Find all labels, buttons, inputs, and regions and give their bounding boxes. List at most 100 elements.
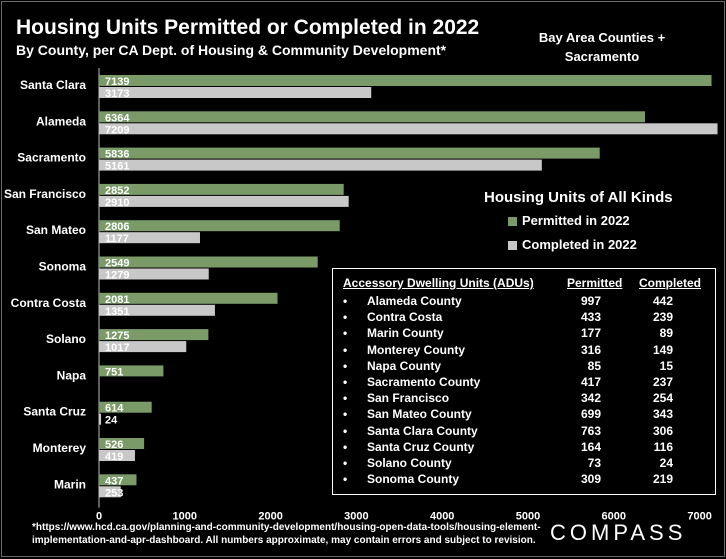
- completed-value-san-mateo: 1177: [105, 233, 129, 245]
- permitted-value-alameda: 6364: [105, 112, 130, 124]
- adu-row: • Contra Costa 433 239: [333, 310, 715, 326]
- completed-value-santa-clara: 3173: [105, 88, 129, 100]
- region-line-1: Bay Area Counties +: [538, 30, 666, 45]
- legend-label-completed: Completed in 2022: [522, 237, 637, 252]
- chart-subtitle: By County, per CA Dept. of Housing & Com…: [16, 42, 447, 58]
- adu-bullet: •: [343, 472, 348, 487]
- adu-county: Monterey County: [367, 342, 466, 357]
- x-tick-0: 0: [96, 511, 102, 522]
- category-label-marin: Marin: [54, 477, 86, 491]
- adu-completed: 254: [652, 391, 673, 406]
- legend-title: Housing Units of All Kinds: [484, 189, 673, 206]
- adu-permitted: 85: [587, 358, 601, 373]
- permitted-bar-marin: [99, 474, 137, 486]
- adu-completed: 442: [652, 294, 673, 308]
- adu-row: • Monterey County 316 149: [333, 343, 715, 359]
- footnote-line-2: implementation-and-apr-dashboard. All nu…: [32, 535, 536, 546]
- adu-bullet: •: [343, 439, 348, 454]
- adu-row: • Solano County 73 24: [333, 456, 715, 472]
- permitted-value-santa-clara: 7139: [105, 76, 129, 88]
- permitted-bar-napa: [99, 365, 164, 377]
- adu-bullet: •: [343, 358, 348, 373]
- completed-bar-sacramento: [99, 159, 542, 171]
- completed-bar-santa-clara: [99, 87, 372, 98]
- permitted-bar-sonoma: [99, 256, 318, 268]
- adu-county: Napa County: [367, 358, 442, 373]
- category-label-sacramento: Sacramento: [17, 151, 86, 165]
- adu-county: San Francisco: [367, 391, 450, 406]
- adu-permitted: 433: [580, 310, 601, 325]
- category-label-solano: Solano: [46, 332, 86, 346]
- adu-completed: 116: [653, 439, 673, 454]
- completed-value-sonoma: 1279: [105, 270, 129, 282]
- compass-logo: COMPASS: [550, 520, 687, 545]
- permitted-bar-sacramento: [99, 147, 600, 159]
- adu-table: Accessory Dwelling Units (ADUs) Permitte…: [332, 268, 716, 495]
- adu-permitted: 997: [580, 294, 601, 308]
- adu-header-completed: Completed: [639, 276, 702, 290]
- adu-bullet: •: [343, 310, 348, 325]
- adu-completed: 343: [652, 407, 673, 422]
- x-tick-2000: 2000: [258, 511, 282, 522]
- adu-county: Sonoma County: [367, 472, 459, 487]
- completed-value-marin: 253: [105, 487, 123, 499]
- legend-label-permitted: Permitted in 2022: [522, 213, 630, 228]
- adu-row: • Napa County 85 15: [333, 359, 715, 375]
- adu-row: • San Mateo County 699 343: [333, 407, 715, 423]
- adu-county: Alameda County: [367, 294, 462, 308]
- completed-bar-marin: [99, 486, 121, 498]
- completed-value-santa-cruz: 24: [105, 415, 118, 427]
- adu-completed: 306: [652, 423, 673, 438]
- completed-bar-sonoma: [99, 268, 209, 280]
- adu-completed: 24: [659, 456, 673, 470]
- category-label-napa: Napa: [57, 368, 87, 382]
- permitted-value-sacramento: 5836: [105, 149, 129, 161]
- category-label-san-mateo: San Mateo: [26, 223, 86, 237]
- adu-completed: 219: [652, 472, 673, 487]
- adu-completed: 149: [652, 342, 673, 357]
- adu-row: • Santa Cruz County 164 116: [333, 440, 715, 456]
- adu-bullet: •: [343, 294, 348, 308]
- completed-bar-alameda: [99, 123, 718, 135]
- adu-county: Solano County: [367, 456, 452, 470]
- completed-value-solano: 1017: [105, 342, 129, 354]
- category-label-santa-clara: Santa Clara: [20, 78, 86, 92]
- completed-bar-solano: [99, 341, 187, 353]
- adu-county: Santa Clara County: [367, 423, 478, 438]
- permitted-value-contra-costa: 2081: [105, 294, 129, 306]
- adu-permitted: 763: [580, 423, 601, 438]
- permitted-value-monterey: 526: [105, 439, 123, 451]
- permitted-value-sonoma: 2549: [105, 258, 129, 270]
- permitted-value-marin: 437: [105, 475, 123, 487]
- x-tick-3000: 3000: [344, 511, 368, 522]
- permitted-bar-san-francisco: [99, 183, 344, 195]
- region-note: Bay Area Counties + Sacramento: [512, 28, 692, 66]
- completed-bar-san-mateo: [99, 232, 200, 244]
- x-tick-6000: 6000: [602, 511, 626, 522]
- legend-swatch-permitted: [508, 217, 517, 226]
- category-label-sonoma: Sonoma: [39, 260, 87, 274]
- x-tick-4000: 4000: [430, 511, 454, 522]
- adu-row: • Sacramento County 417 237: [333, 375, 715, 391]
- legend-item-completed: Completed in 2022: [508, 237, 637, 252]
- permitted-value-san-mateo: 2806: [105, 221, 129, 233]
- category-label-monterey: Monterey: [33, 441, 87, 455]
- permitted-value-santa-cruz: 614: [105, 403, 124, 415]
- adu-county: Contra Costa: [367, 310, 443, 325]
- completed-value-san-francisco: 2910: [105, 197, 129, 209]
- adu-row: • Marin County 177 89: [333, 326, 715, 342]
- completed-value-sacramento: 5161: [105, 161, 129, 173]
- adu-bullet: •: [343, 391, 348, 406]
- permitted-value-san-francisco: 2852: [105, 185, 129, 197]
- category-label-alameda: Alameda: [36, 114, 86, 128]
- permitted-bar-monterey: [99, 438, 145, 449]
- adu-row: • San Francisco 342 254: [333, 391, 715, 407]
- legend-item-permitted: Permitted in 2022: [508, 213, 630, 228]
- permitted-bar-santa-clara: [99, 75, 712, 86]
- adu-bullet: •: [343, 342, 348, 357]
- adu-county: Marin County: [367, 326, 444, 341]
- permitted-bar-san-mateo: [99, 220, 340, 232]
- adu-permitted: 342: [580, 391, 601, 406]
